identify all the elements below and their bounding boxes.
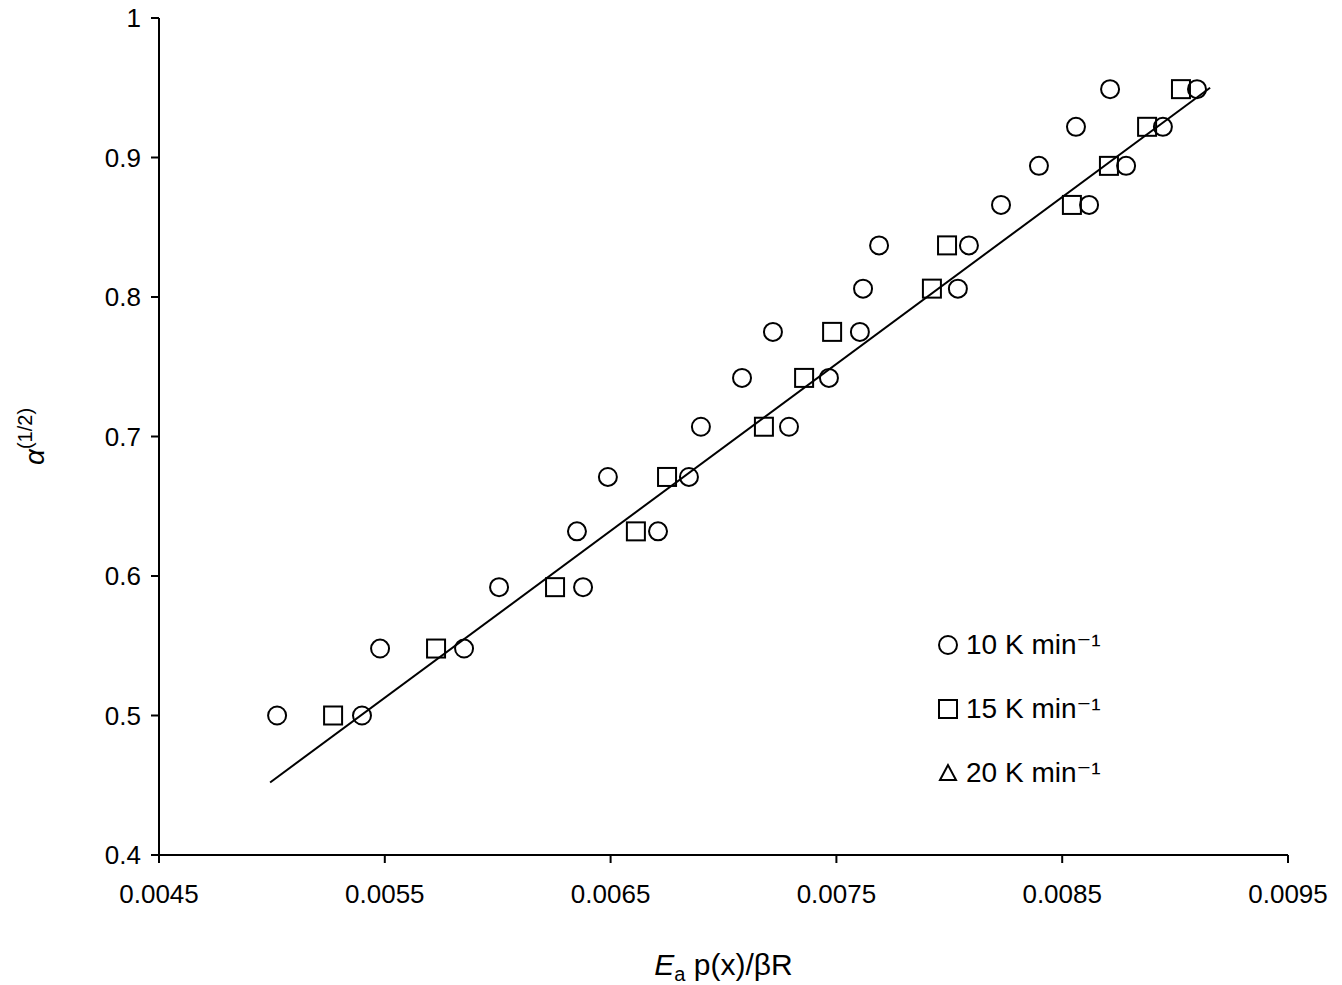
point <box>649 522 667 540</box>
point <box>490 578 508 596</box>
y-tick <box>151 854 159 856</box>
point <box>1117 157 1135 175</box>
legend: 10 K min⁻¹ 15 K min⁻¹ 20 K min⁻¹ <box>939 629 1101 788</box>
point <box>755 418 773 436</box>
y-tick <box>151 436 159 438</box>
point <box>627 522 645 540</box>
point <box>851 323 869 341</box>
point <box>1030 157 1048 175</box>
background <box>0 0 1342 985</box>
x-tick-label: 0.0095 <box>1248 879 1328 909</box>
point <box>823 323 841 341</box>
legend-label: 20 K min⁻¹ <box>966 757 1101 788</box>
point <box>574 578 592 596</box>
y-tick <box>151 17 159 19</box>
x-tick <box>384 855 386 863</box>
chart: 0.0045 0.0055 0.0065 0.0075 0.0085 0.0095 0.4 0… <box>0 0 1342 985</box>
x-tick <box>835 855 837 863</box>
legend-label: 15 K min⁻¹ <box>966 693 1101 724</box>
y-axis-title: α(1/2) <box>14 408 50 465</box>
fit-line <box>270 88 1210 783</box>
point <box>268 707 286 725</box>
point <box>1063 196 1081 214</box>
x-tick-label: 0.0055 <box>345 879 425 909</box>
legend-marker <box>939 700 957 718</box>
x-axis-title: Ea p(x)/βR <box>654 948 792 985</box>
y-axis-title-part: α <box>19 448 50 465</box>
point <box>371 640 389 658</box>
x-tick-label: 0.0085 <box>1022 879 1102 909</box>
point <box>1100 157 1118 175</box>
y-tick-label: 1 <box>127 3 141 33</box>
y-tick <box>151 296 159 298</box>
y-tick-label: 0.7 <box>105 422 141 452</box>
point <box>546 578 564 596</box>
legend-marker <box>939 636 957 654</box>
legend-marker <box>940 765 956 780</box>
point <box>1080 196 1098 214</box>
y-axis-title-part: (1/2) <box>14 408 36 449</box>
y-tick-label: 0.9 <box>105 143 141 173</box>
y-tick-label: 0.6 <box>105 561 141 591</box>
x-tick <box>158 855 160 863</box>
point <box>870 236 888 254</box>
x-tick-label: 0.0045 <box>119 879 199 909</box>
point <box>992 196 1010 214</box>
x-tick <box>1061 855 1063 863</box>
point <box>949 280 967 298</box>
point <box>780 418 798 436</box>
point <box>820 369 838 387</box>
y-tick <box>151 575 159 577</box>
point <box>960 236 978 254</box>
point <box>599 468 617 486</box>
x-tick-label: 0.0075 <box>797 879 877 909</box>
point <box>733 369 751 387</box>
point <box>764 323 782 341</box>
point <box>1172 80 1190 98</box>
x-tick-label: 0.0065 <box>571 879 651 909</box>
x-axis <box>159 854 1288 856</box>
y-tick-label: 0.5 <box>105 701 141 731</box>
point <box>692 418 710 436</box>
x-tick <box>1287 855 1289 863</box>
x-tick <box>610 855 612 863</box>
point <box>324 707 342 725</box>
point <box>1067 118 1085 136</box>
point <box>455 640 473 658</box>
plot-area <box>268 80 1210 782</box>
x-axis-title-part: p(x)/βR <box>685 948 792 981</box>
legend-label: 10 K min⁻¹ <box>966 629 1101 660</box>
point <box>854 280 872 298</box>
y-tick <box>151 157 159 159</box>
y-tick-label: 0.4 <box>105 840 141 870</box>
y-tick <box>151 715 159 717</box>
point <box>938 236 956 254</box>
y-tick-label: 0.8 <box>105 282 141 312</box>
point <box>568 522 586 540</box>
x-axis-title-part: E <box>654 948 675 981</box>
point <box>1101 80 1119 98</box>
